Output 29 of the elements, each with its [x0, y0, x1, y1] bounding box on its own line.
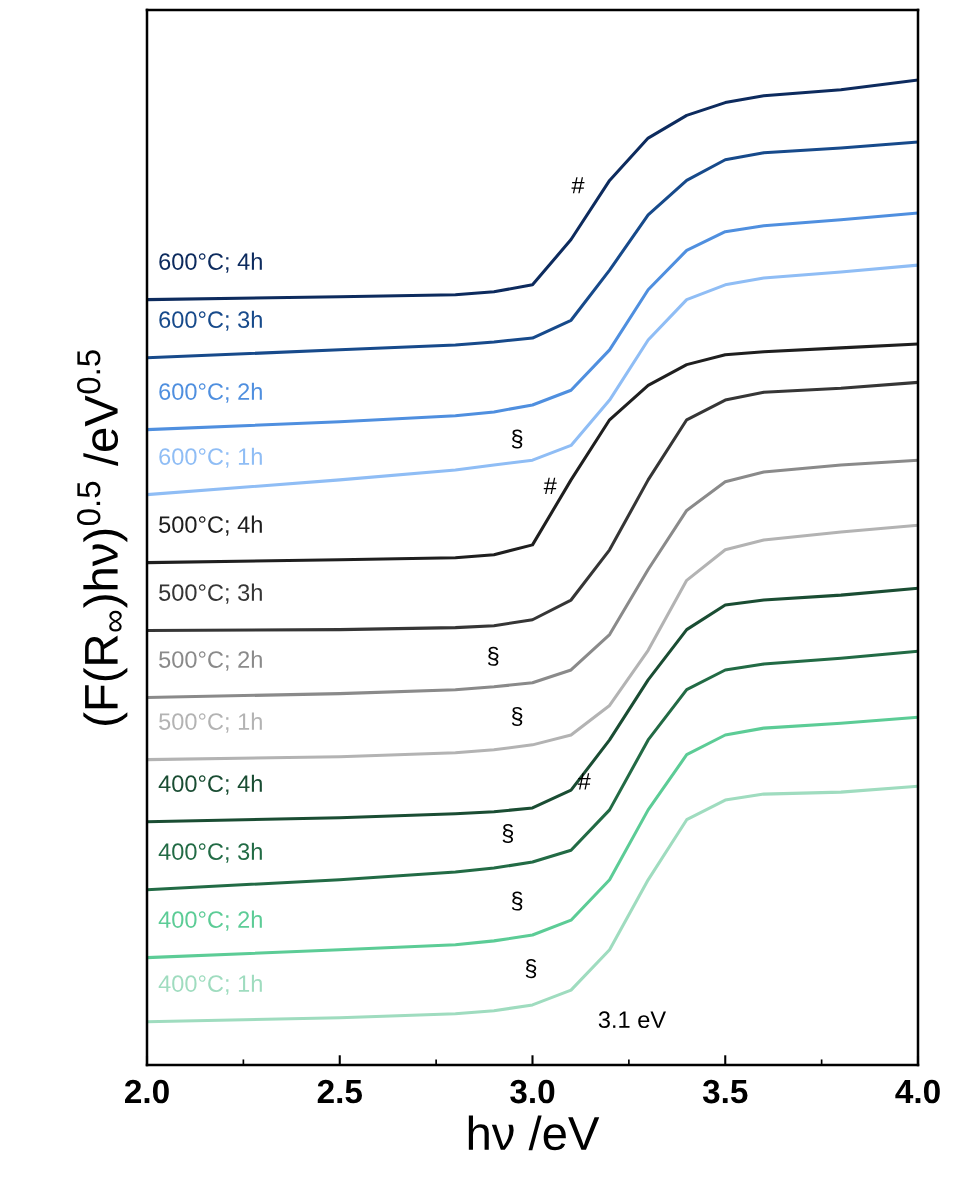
series-label: 400°C; 4h: [158, 774, 262, 795]
series-label: 500°C; 4h: [159, 515, 262, 536]
annotation: §: [511, 891, 523, 911]
annotation: §: [511, 706, 523, 726]
series-label: 500°C; 1h: [159, 712, 262, 733]
annotation: §: [487, 646, 499, 666]
series-label: 600°C; 1h: [159, 447, 262, 468]
annotation: 3.1 eV: [598, 1011, 666, 1029]
series-label: 400°C; 3h: [158, 842, 262, 863]
series-label: 600°C; 2h: [159, 382, 262, 403]
x-tick-label: 3.0: [510, 1079, 555, 1104]
x-tick-label: 2.0: [124, 1079, 169, 1104]
annotation: #: [571, 177, 585, 194]
annotation: §: [511, 429, 523, 449]
x-axis-title: hν /eV: [468, 1115, 600, 1151]
series-label: 600°C; 3h: [159, 310, 262, 331]
x-tick-label: 4.0: [895, 1079, 940, 1104]
annotation: §: [525, 959, 537, 979]
series-label: 400°C; 2h: [158, 910, 262, 931]
annotation: #: [577, 773, 591, 790]
annotation: §: [502, 824, 514, 844]
annotation: #: [543, 477, 557, 495]
series-label: 500°C; 2h: [159, 650, 262, 671]
series-label: 600°C; 4h: [159, 252, 262, 273]
x-tick-label: 3.5: [702, 1079, 748, 1104]
series-label: 400°C; 1h: [158, 974, 262, 995]
x-tick-label: 2.5: [317, 1079, 362, 1104]
y-axis-title: (F(R$_{∞}$)hν)$^{0.5}$ /eV$^{0.5}$: [77, 350, 128, 725]
series-label: 500°C; 3h: [159, 583, 262, 604]
